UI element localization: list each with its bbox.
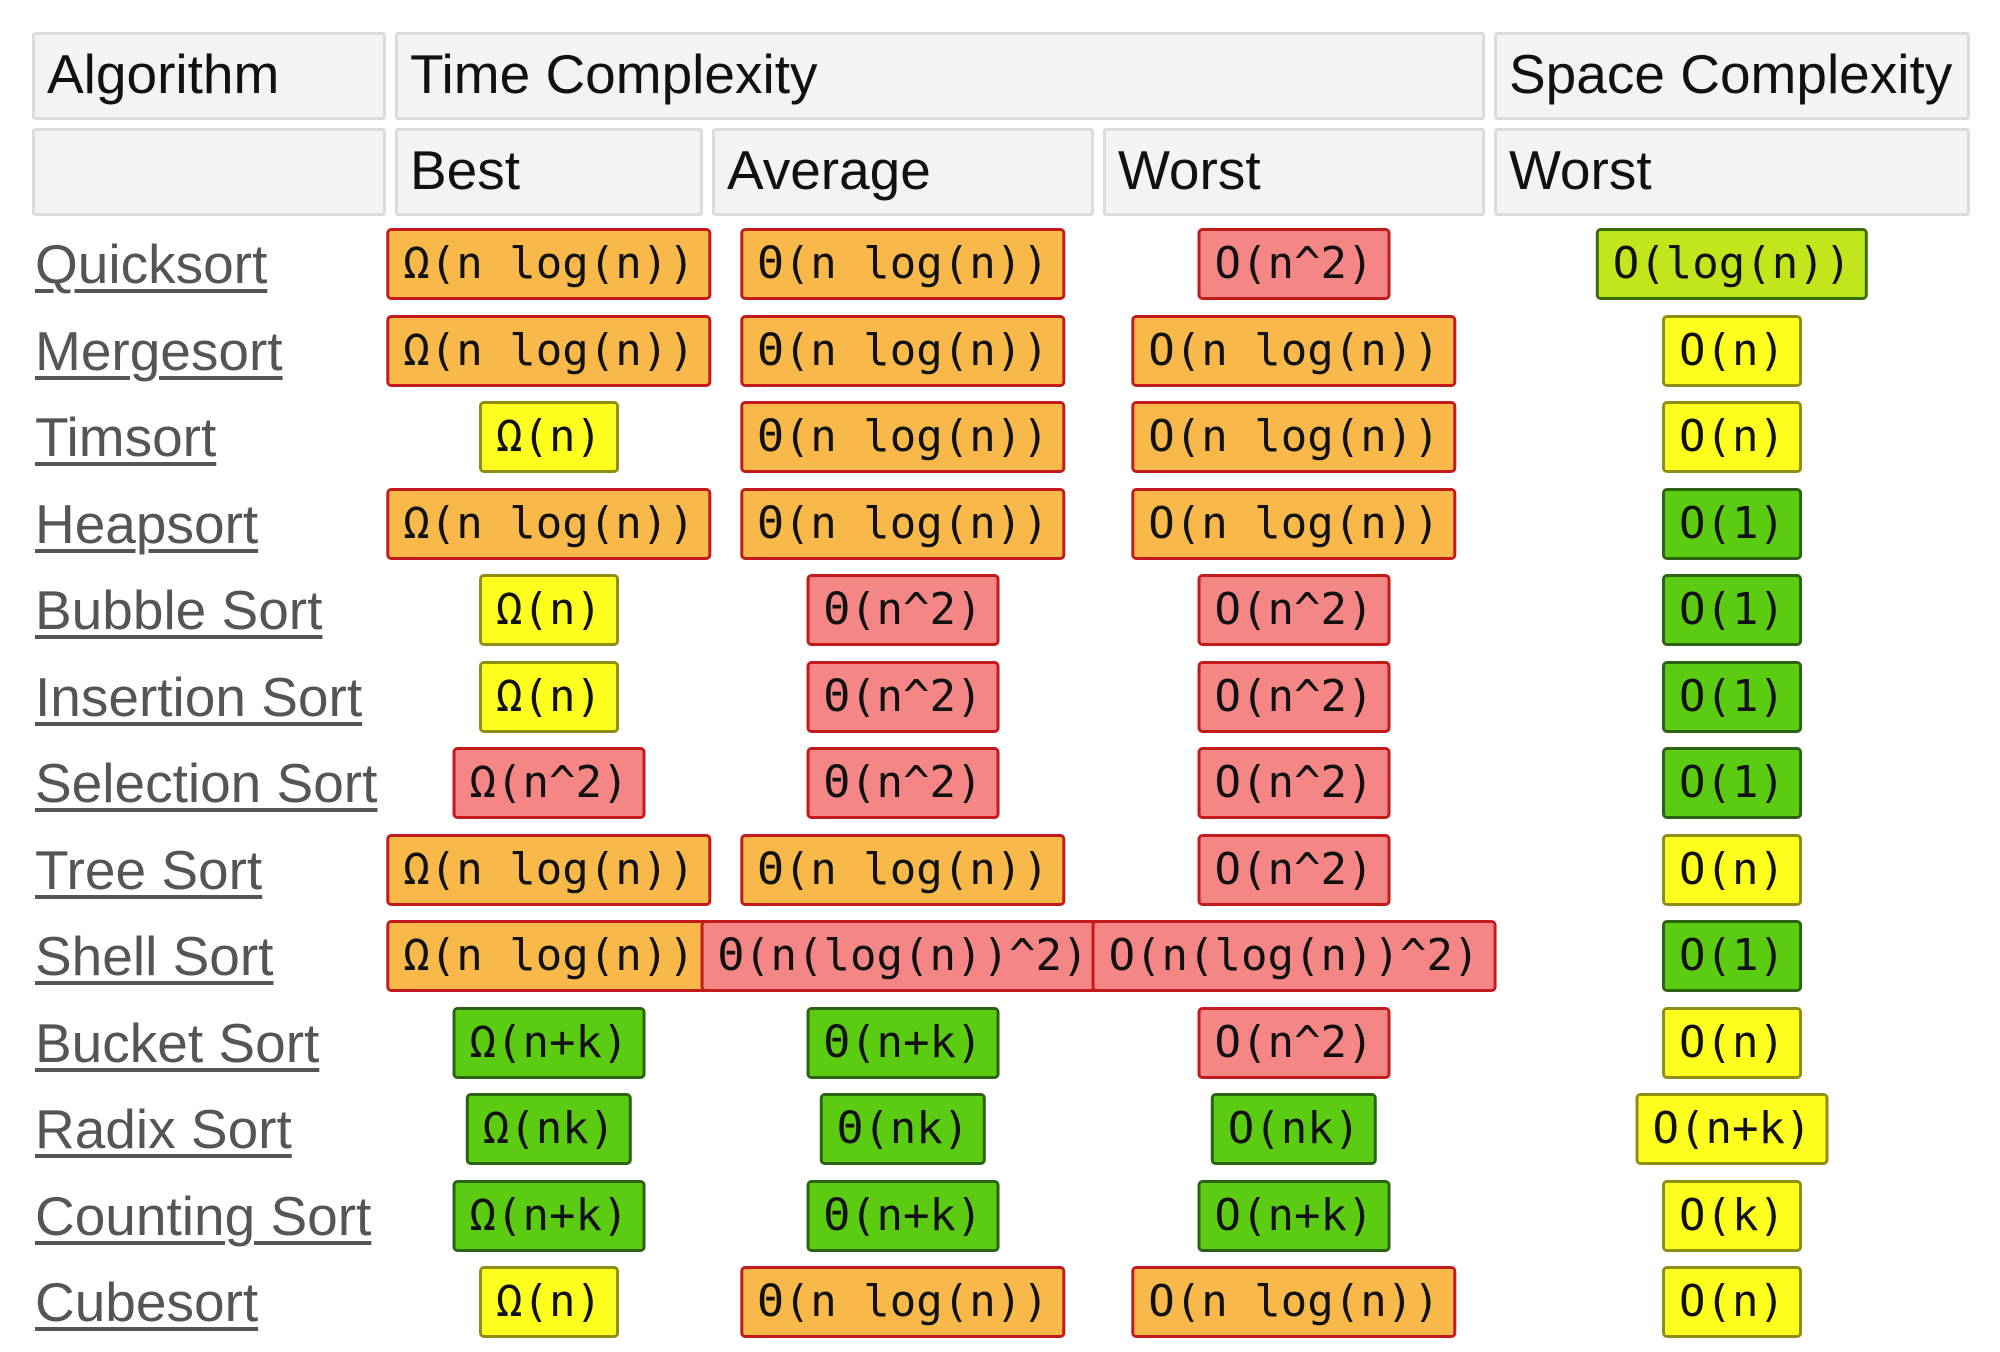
complexity-badge-timsort-average: Θ(n log(n)) bbox=[740, 401, 1066, 473]
complexity-badge-radix-sort-best: Ω(nk) bbox=[465, 1093, 633, 1165]
complexity-badge-selection-sort-worst: O(n^2) bbox=[1197, 747, 1391, 819]
header-worst: Worst bbox=[1103, 128, 1485, 216]
algorithm-link-bucket-sort[interactable]: Bucket Sort bbox=[35, 1012, 320, 1074]
complexity-badge-radix-sort-average: Θ(nk) bbox=[819, 1093, 987, 1165]
complexity-badge-bucket-sort-average: Θ(n+k) bbox=[806, 1007, 1000, 1079]
algorithm-link-radix-sort[interactable]: Radix Sort bbox=[35, 1098, 292, 1160]
header-empty bbox=[32, 128, 386, 216]
complexity-badge-timsort-space: O(n) bbox=[1662, 401, 1802, 473]
complexity-badge-mergesort-average: Θ(n log(n)) bbox=[740, 315, 1066, 387]
algorithm-link-selection-sort[interactable]: Selection Sort bbox=[35, 752, 378, 814]
complexity-badge-counting-sort-space: O(k) bbox=[1662, 1180, 1802, 1252]
complexity-badge-quicksort-space: O(log(n)) bbox=[1595, 228, 1869, 300]
complexity-badge-bubble-sort-average: Θ(n^2) bbox=[806, 574, 1000, 646]
complexity-badge-quicksort-average: Θ(n log(n)) bbox=[740, 228, 1066, 300]
complexity-badge-bucket-sort-worst: O(n^2) bbox=[1197, 1007, 1391, 1079]
header-best: Best bbox=[395, 128, 703, 216]
complexity-badge-cubesort-best: Ω(n) bbox=[479, 1266, 619, 1338]
complexity-badge-bucket-sort-space: O(n) bbox=[1662, 1007, 1802, 1079]
algorithm-link-counting-sort[interactable]: Counting Sort bbox=[35, 1185, 372, 1247]
header-space-complexity: Space Complexity bbox=[1494, 32, 1970, 120]
complexity-badge-selection-sort-best: Ω(n^2) bbox=[452, 747, 646, 819]
complexity-badge-bucket-sort-best: Ω(n+k) bbox=[452, 1007, 646, 1079]
complexity-badge-bubble-sort-worst: O(n^2) bbox=[1197, 574, 1391, 646]
algorithm-link-insertion-sort[interactable]: Insertion Sort bbox=[35, 666, 363, 728]
complexity-badge-tree-sort-space: O(n) bbox=[1662, 834, 1802, 906]
complexity-badge-cubesort-average: Θ(n log(n)) bbox=[740, 1266, 1066, 1338]
algorithm-link-shell-sort[interactable]: Shell Sort bbox=[35, 925, 274, 987]
algorithm-link-tree-sort[interactable]: Tree Sort bbox=[35, 839, 263, 901]
algorithm-link-heapsort[interactable]: Heapsort bbox=[35, 493, 259, 555]
complexity-badge-cubesort-worst: O(n log(n)) bbox=[1131, 1266, 1457, 1338]
complexity-badge-quicksort-best: Ω(n log(n)) bbox=[386, 228, 712, 300]
complexity-badge-timsort-worst: O(n log(n)) bbox=[1131, 401, 1457, 473]
complexity-badge-mergesort-space: O(n) bbox=[1662, 315, 1802, 387]
complexity-badge-selection-sort-space: O(1) bbox=[1662, 747, 1802, 819]
complexity-badge-mergesort-worst: O(n log(n)) bbox=[1131, 315, 1457, 387]
complexity-badge-heapsort-worst: O(n log(n)) bbox=[1131, 488, 1457, 560]
complexity-badge-shell-sort-best: Ω(n log(n)) bbox=[386, 920, 712, 992]
complexity-badge-tree-sort-average: Θ(n log(n)) bbox=[740, 834, 1066, 906]
complexity-badge-insertion-sort-worst: O(n^2) bbox=[1197, 661, 1391, 733]
header-time-complexity: Time Complexity bbox=[395, 32, 1485, 120]
complexity-badge-bubble-sort-best: Ω(n) bbox=[479, 574, 619, 646]
complexity-badge-counting-sort-worst: O(n+k) bbox=[1197, 1180, 1391, 1252]
header-average: Average bbox=[712, 128, 1094, 216]
complexity-badge-tree-sort-best: Ω(n log(n)) bbox=[386, 834, 712, 906]
complexity-badge-bubble-sort-space: O(1) bbox=[1662, 574, 1802, 646]
complexity-badge-selection-sort-average: Θ(n^2) bbox=[806, 747, 1000, 819]
header-algorithm: Algorithm bbox=[32, 32, 386, 120]
complexity-badge-insertion-sort-space: O(1) bbox=[1662, 661, 1802, 733]
complexity-badge-quicksort-worst: O(n^2) bbox=[1197, 228, 1391, 300]
algorithm-link-mergesort[interactable]: Mergesort bbox=[35, 320, 283, 382]
complexity-badge-shell-sort-average: Θ(n(log(n))^2) bbox=[700, 920, 1106, 992]
complexity-badge-heapsort-average: Θ(n log(n)) bbox=[740, 488, 1066, 560]
algorithm-link-cubesort[interactable]: Cubesort bbox=[35, 1271, 259, 1333]
complexity-badge-heapsort-space: O(1) bbox=[1662, 488, 1802, 560]
complexity-badge-radix-sort-space: O(n+k) bbox=[1635, 1093, 1829, 1165]
algorithm-link-timsort[interactable]: Timsort bbox=[35, 406, 217, 468]
complexity-badge-insertion-sort-average: Θ(n^2) bbox=[806, 661, 1000, 733]
algorithm-link-bubble-sort[interactable]: Bubble Sort bbox=[35, 579, 323, 641]
complexity-badge-counting-sort-best: Ω(n+k) bbox=[452, 1180, 646, 1252]
algorithm-link-quicksort[interactable]: Quicksort bbox=[35, 233, 268, 295]
header-space-worst: Worst bbox=[1494, 128, 1970, 216]
complexity-badge-radix-sort-worst: O(nk) bbox=[1210, 1093, 1378, 1165]
complexity-badge-tree-sort-worst: O(n^2) bbox=[1197, 834, 1391, 906]
complexity-badge-shell-sort-space: O(1) bbox=[1662, 920, 1802, 992]
complexity-badge-insertion-sort-best: Ω(n) bbox=[479, 661, 619, 733]
complexity-badge-mergesort-best: Ω(n log(n)) bbox=[386, 315, 712, 387]
complexity-badge-cubesort-space: O(n) bbox=[1662, 1266, 1802, 1338]
complexity-badge-shell-sort-worst: O(n(log(n))^2) bbox=[1091, 920, 1497, 992]
complexity-badge-counting-sort-average: Θ(n+k) bbox=[806, 1180, 1000, 1252]
complexity-badge-timsort-best: Ω(n) bbox=[479, 401, 619, 473]
complexity-badge-heapsort-best: Ω(n log(n)) bbox=[386, 488, 712, 560]
